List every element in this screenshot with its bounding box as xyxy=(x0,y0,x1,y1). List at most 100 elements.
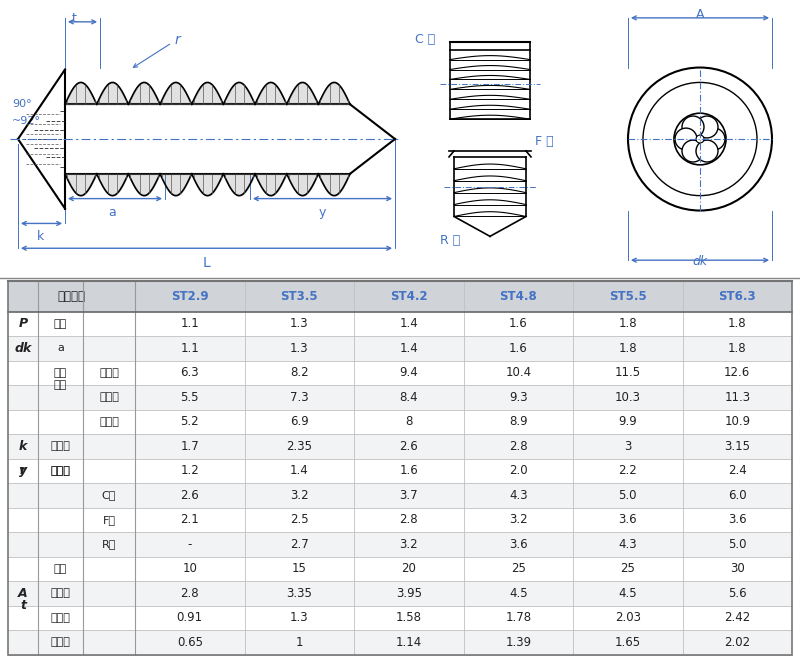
Text: 1.8: 1.8 xyxy=(618,342,637,355)
Text: 30: 30 xyxy=(730,562,745,576)
Text: 1.6: 1.6 xyxy=(509,318,528,330)
Text: 1.6: 1.6 xyxy=(399,464,418,478)
Text: 3.6: 3.6 xyxy=(728,513,746,527)
Text: 最大值: 最大值 xyxy=(99,393,119,403)
Text: 3.15: 3.15 xyxy=(724,440,750,453)
Text: 最小值: 最小值 xyxy=(50,466,70,476)
Text: ST3.5: ST3.5 xyxy=(281,289,318,303)
Text: 1.14: 1.14 xyxy=(396,636,422,649)
Bar xyxy=(8,385,792,409)
Text: dk: dk xyxy=(693,255,707,268)
Text: 2.8: 2.8 xyxy=(181,587,199,600)
Text: y: y xyxy=(319,206,326,218)
Text: 1.3: 1.3 xyxy=(290,342,309,355)
Circle shape xyxy=(682,116,704,138)
Text: 2.8: 2.8 xyxy=(509,440,527,453)
Text: t: t xyxy=(20,599,26,612)
Text: k: k xyxy=(36,230,44,243)
Text: 10: 10 xyxy=(182,562,197,576)
Text: 4.3: 4.3 xyxy=(509,489,527,502)
Text: 5.5: 5.5 xyxy=(181,391,199,404)
Text: A: A xyxy=(696,8,704,21)
Text: 1.8: 1.8 xyxy=(728,342,746,355)
Text: 1: 1 xyxy=(295,636,303,649)
Text: 螺纹规格: 螺纹规格 xyxy=(58,289,86,303)
Text: 11.5: 11.5 xyxy=(614,366,641,379)
Text: 1.8: 1.8 xyxy=(618,318,637,330)
Text: 1.3: 1.3 xyxy=(290,318,309,330)
Text: 最小值: 最小值 xyxy=(50,637,70,647)
Text: 1.78: 1.78 xyxy=(505,611,531,624)
Text: 1.58: 1.58 xyxy=(396,611,422,624)
Text: 1.4: 1.4 xyxy=(290,464,309,478)
Text: 7.3: 7.3 xyxy=(290,391,309,404)
Text: 最小值: 最小值 xyxy=(99,417,119,427)
Text: 1.4: 1.4 xyxy=(399,342,418,355)
Text: C 型: C 型 xyxy=(415,34,435,46)
Text: 9.9: 9.9 xyxy=(618,415,637,428)
Text: 0.91: 0.91 xyxy=(177,611,203,624)
Text: 9.4: 9.4 xyxy=(399,366,418,379)
Text: 2.35: 2.35 xyxy=(286,440,312,453)
Bar xyxy=(8,281,792,312)
Text: 3: 3 xyxy=(624,440,631,453)
Text: 6.9: 6.9 xyxy=(290,415,309,428)
Text: 1.1: 1.1 xyxy=(180,318,199,330)
Bar xyxy=(8,557,792,581)
Text: 3.6: 3.6 xyxy=(509,538,527,551)
Circle shape xyxy=(674,113,726,165)
Text: 参考值: 参考值 xyxy=(50,588,70,598)
Text: -: - xyxy=(187,538,192,551)
Circle shape xyxy=(696,135,704,143)
Bar xyxy=(8,630,792,655)
Circle shape xyxy=(703,128,725,150)
Text: 20: 20 xyxy=(402,562,416,576)
Text: y: y xyxy=(19,464,27,478)
Text: 11.3: 11.3 xyxy=(724,391,750,404)
Text: 2.02: 2.02 xyxy=(724,636,750,649)
Text: 2.4: 2.4 xyxy=(728,464,746,478)
Text: 6.0: 6.0 xyxy=(728,489,746,502)
Text: 1.65: 1.65 xyxy=(614,636,641,649)
Text: a: a xyxy=(108,206,116,218)
Text: 4.5: 4.5 xyxy=(509,587,527,600)
Text: 10.9: 10.9 xyxy=(724,415,750,428)
Text: 8: 8 xyxy=(405,415,413,428)
Text: 2.1: 2.1 xyxy=(180,513,199,527)
Text: 2.5: 2.5 xyxy=(290,513,309,527)
Text: 1.8: 1.8 xyxy=(728,318,746,330)
Text: 3.2: 3.2 xyxy=(509,513,527,527)
Text: 8.2: 8.2 xyxy=(290,366,309,379)
Text: k: k xyxy=(19,440,27,453)
Text: 1.1: 1.1 xyxy=(180,342,199,355)
Text: ST4.8: ST4.8 xyxy=(499,289,537,303)
Text: 最大值: 最大值 xyxy=(50,442,70,452)
Text: F 型: F 型 xyxy=(535,135,554,147)
Text: A: A xyxy=(18,587,28,600)
Text: R型: R型 xyxy=(102,539,116,549)
Text: F型: F型 xyxy=(102,515,115,525)
Text: 螺距: 螺距 xyxy=(54,319,67,329)
Text: 0.65: 0.65 xyxy=(177,636,202,649)
Text: 10.4: 10.4 xyxy=(505,366,531,379)
Text: 5.6: 5.6 xyxy=(728,587,746,600)
Text: ST2.9: ST2.9 xyxy=(171,289,209,303)
Circle shape xyxy=(696,116,718,138)
Text: 2.8: 2.8 xyxy=(399,513,418,527)
Text: a: a xyxy=(57,344,64,353)
Circle shape xyxy=(675,128,697,150)
Text: 1.6: 1.6 xyxy=(509,342,528,355)
Text: P: P xyxy=(18,318,27,330)
Text: 1.2: 1.2 xyxy=(180,464,199,478)
Text: 5.2: 5.2 xyxy=(181,415,199,428)
Circle shape xyxy=(628,68,772,210)
Text: ST5.5: ST5.5 xyxy=(609,289,646,303)
Text: 8.4: 8.4 xyxy=(399,391,418,404)
Text: 15: 15 xyxy=(292,562,306,576)
Text: 4.5: 4.5 xyxy=(618,587,637,600)
Text: 9.3: 9.3 xyxy=(509,391,527,404)
Bar xyxy=(8,459,792,483)
Bar xyxy=(8,532,792,557)
Text: 理论: 理论 xyxy=(54,368,67,378)
Text: 4.3: 4.3 xyxy=(618,538,637,551)
